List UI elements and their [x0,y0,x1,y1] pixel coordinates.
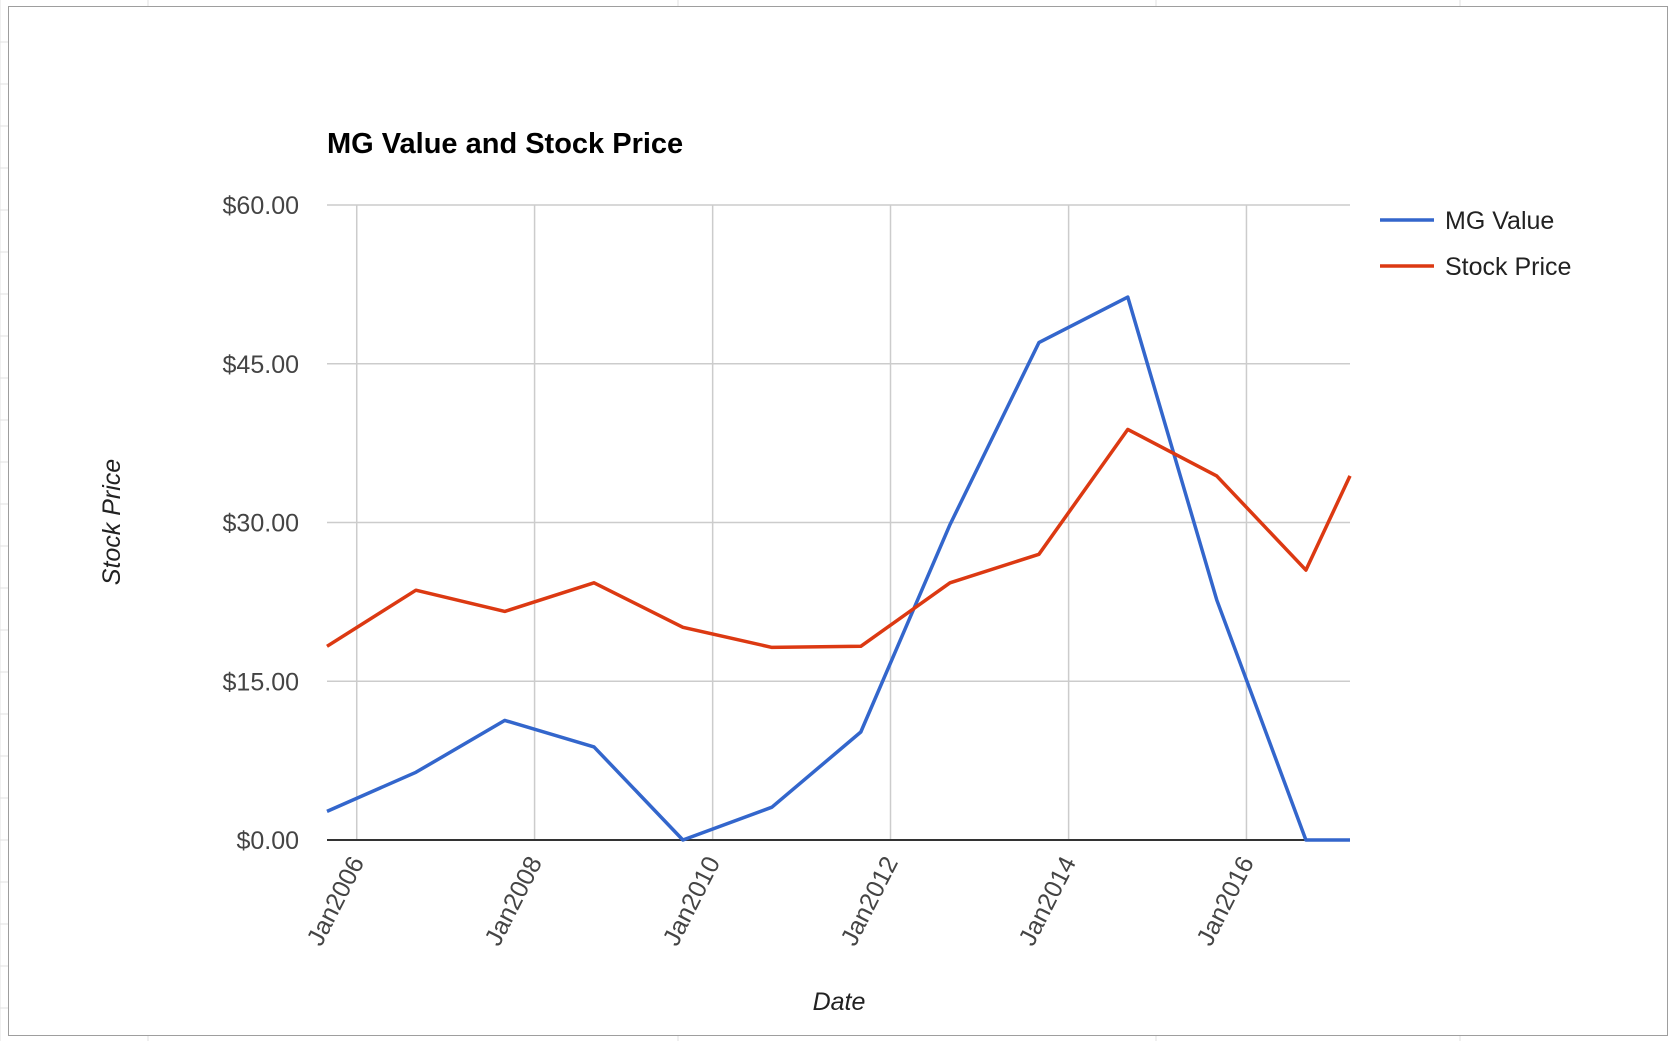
series-lines [326,295,1352,842]
y-tick-label: $0.00 [236,827,299,855]
legend-label-mg-value: MG Value [1445,207,1554,235]
x-tick-label: Jan2016 [1191,852,1260,950]
x-axis-title: Date [813,988,866,1016]
y-axis-title: Stock Price [98,459,126,585]
x-tick-label: Jan2014 [1013,852,1082,950]
y-tick-label: $60.00 [223,192,299,220]
gridlines [327,204,1350,840]
series-line-stock-price[interactable] [326,427,1352,650]
x-tick-label: Jan2012 [835,852,904,950]
x-axis-ticks: Jan2006 Jan2008 Jan2010 Jan2012 Jan2014 Jan20… [302,852,1260,950]
chart-frame[interactable] [8,6,1668,1036]
y-tick-label: $45.00 [223,351,299,379]
x-tick-label: Jan2008 [479,852,548,950]
legend: MG Value Stock Price [1380,207,1571,281]
x-tick-label: Jan2006 [302,852,371,950]
x-tick-label: Jan2010 [658,852,727,950]
series-line-mg-value[interactable] [326,295,1350,842]
legend-label-stock-price: Stock Price [1445,253,1571,281]
y-tick-label: $30.00 [223,510,299,538]
y-tick-label: $15.00 [223,668,299,696]
y-axis-ticks: $0.00 $15.00 $30.00 $45.00 $60.00 [223,192,299,855]
chart-title: MG Value and Stock Price [327,128,683,160]
